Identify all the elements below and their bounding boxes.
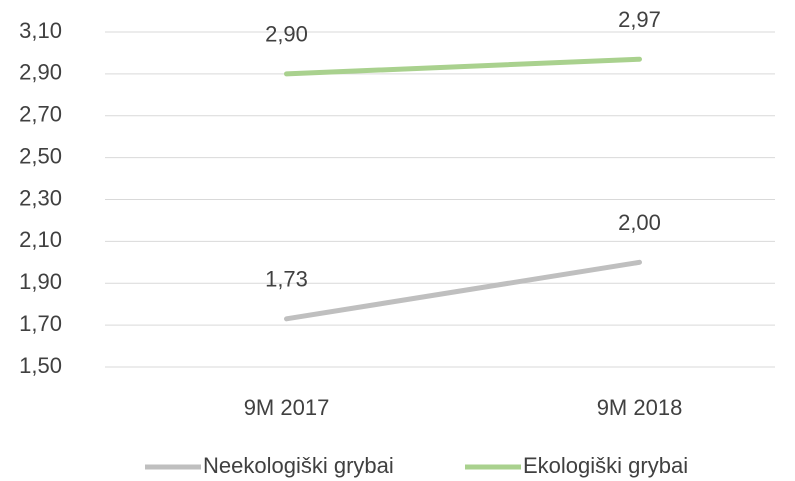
y-tick-label: 3,10 [19,18,62,43]
legend-label: Ekologiški grybai [523,453,688,478]
series-line [284,259,642,322]
y-tick-label: 2,30 [19,185,62,210]
x-tick-label: 9M 2017 [244,395,330,420]
legend-label: Neekologiški grybai [203,453,394,478]
y-tick-label: 2,90 [19,60,62,85]
x-tick-label: 9M 2018 [597,395,683,420]
data-label: 2,00 [618,210,661,235]
y-tick-label: 2,70 [19,102,62,127]
data-label: 2,90 [265,22,308,47]
y-tick-label: 2,50 [19,143,62,168]
data-label: 1,73 [265,267,308,292]
y-tick-label: 1,50 [19,353,62,378]
y-tick-label: 1,90 [19,269,62,294]
y-tick-label: 2,10 [19,227,62,252]
y-tick-label: 1,70 [19,311,62,336]
data-label: 2,97 [618,7,661,32]
series-line [284,56,642,77]
